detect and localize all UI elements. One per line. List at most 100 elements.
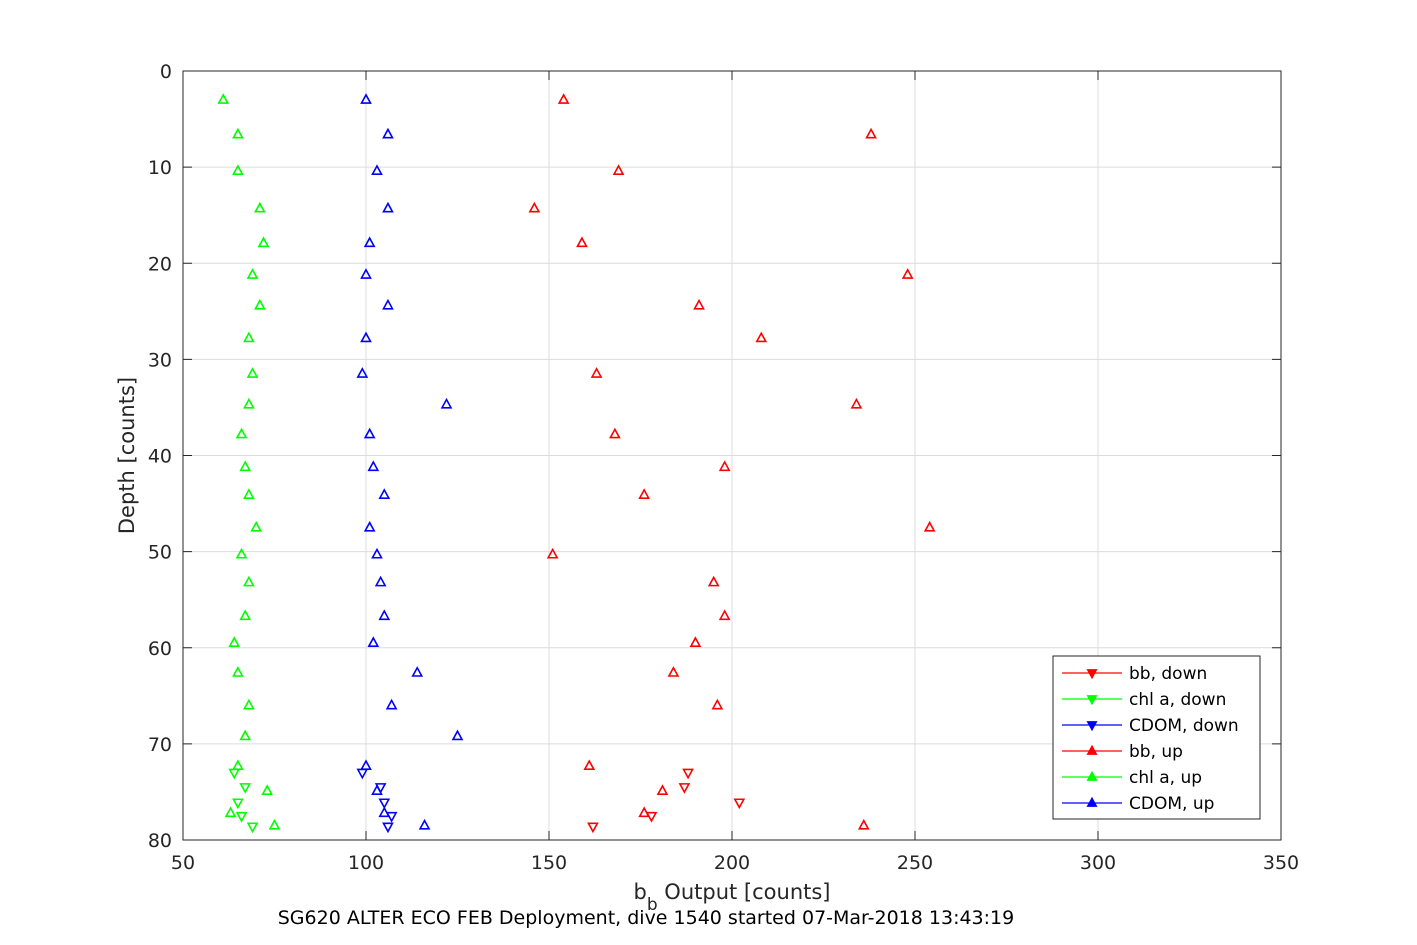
point-chl-a-up — [232, 127, 244, 139]
point-chl-a-up — [243, 397, 255, 409]
y-tick-label: 70 — [148, 734, 172, 756]
point-bb-up — [528, 201, 541, 213]
point-cdom-up — [411, 666, 424, 677]
x-tick-label: 100 — [348, 852, 384, 874]
point-chl-a-up — [239, 609, 252, 621]
point-bb-up — [857, 818, 870, 830]
x-tick-labels: 50 100 150 200 250 300 350 — [171, 852, 1299, 874]
point-chl-a-up — [243, 488, 255, 499]
point-chl-a-up — [235, 427, 248, 439]
point-cdom-up — [363, 427, 376, 439]
x-axis-label-main: b — [633, 880, 646, 904]
y-tick-labels: 0 10 20 30 40 50 60 70 80 — [148, 61, 172, 852]
point-bb-up — [656, 784, 669, 796]
legend-swatch-marker — [1086, 770, 1098, 781]
point-chl-a-up — [261, 784, 274, 796]
x-axis-label-subscript: b — [647, 895, 658, 915]
data-markers — [217, 93, 936, 834]
point-bb-up — [609, 427, 621, 439]
point-bb-up — [693, 298, 705, 310]
point-chl-a-up — [243, 575, 255, 587]
x-axis-label-rest: Output [counts] — [658, 880, 831, 904]
point-cdom-up — [374, 575, 387, 587]
point-bb-up — [865, 127, 877, 139]
point-cdom-up — [367, 636, 380, 647]
point-cdom-up — [360, 331, 372, 343]
point-bb-up — [667, 666, 680, 677]
point-bb-up — [638, 806, 651, 818]
y-tick-label: 20 — [148, 253, 172, 275]
y-axis-label: Depth [counts] — [115, 377, 139, 534]
point-cdom-up — [363, 520, 376, 532]
x-tick-label: 150 — [531, 852, 567, 874]
point-cdom-up — [451, 729, 464, 741]
legend-swatch-marker — [1086, 796, 1098, 807]
point-chl-a-up — [232, 164, 244, 176]
point-chl-a-up — [228, 636, 241, 647]
x-axis-label: bb Output [counts] — [633, 880, 830, 915]
legend-item: CDOM, up — [1062, 794, 1214, 814]
point-chl-a-down — [235, 811, 248, 823]
legend-item: CDOM, down — [1062, 716, 1239, 736]
point-chl-a-down — [246, 822, 259, 834]
point-chl-a-up — [254, 298, 266, 310]
point-cdom-down — [382, 822, 394, 834]
point-chl-a-up — [243, 331, 255, 343]
point-cdom-up — [378, 806, 391, 818]
y-tick-label: 80 — [148, 830, 172, 852]
point-cdom-up — [440, 397, 453, 409]
figure-caption: SG620 ALTER ECO FEB Deployment, dive 154… — [278, 907, 1014, 929]
point-bb-up — [718, 460, 731, 472]
y-tick-label: 60 — [148, 638, 172, 660]
point-chl-a-up — [232, 759, 244, 771]
point-bb-up — [557, 93, 570, 104]
point-chl-a-up — [250, 520, 263, 532]
point-bb-up — [583, 759, 596, 771]
point-chl-a-up — [232, 666, 244, 677]
legend-label: chl a, down — [1129, 690, 1226, 710]
point-bb-up — [718, 609, 731, 621]
legend-label: CDOM, up — [1129, 794, 1214, 814]
point-bb-up — [711, 698, 724, 710]
point-cdom-up — [371, 784, 383, 796]
axes-box — [182, 70, 1282, 841]
x-tick-label: 350 — [1263, 852, 1299, 874]
point-cdom-up — [356, 367, 369, 378]
point-bb-up — [689, 636, 702, 647]
legend-swatch-marker — [1086, 695, 1098, 706]
y-tick-label: 10 — [148, 157, 172, 179]
point-cdom-up — [360, 93, 372, 104]
point-bb-down — [733, 798, 746, 810]
point-cdom-up — [371, 164, 383, 176]
point-bb-down — [682, 768, 694, 780]
point-bb-up — [755, 331, 768, 343]
point-chl-a-up — [239, 460, 252, 472]
legend-label: bb, down — [1129, 664, 1207, 684]
y-tick-label: 0 — [160, 61, 172, 83]
x-tick-label: 50 — [171, 852, 195, 874]
legend-label: chl a, up — [1129, 768, 1202, 788]
point-chl-a-up — [224, 806, 237, 818]
point-chl-a-up — [254, 201, 266, 213]
point-bb-up — [850, 397, 863, 409]
point-bb-up — [638, 488, 651, 499]
point-cdom-up — [382, 201, 394, 213]
point-chl-a-up — [268, 818, 281, 830]
legend-item: chl a, down — [1062, 690, 1226, 710]
legend-swatch-marker — [1086, 744, 1098, 755]
point-chl-a-down — [232, 798, 244, 810]
legend-swatch-marker — [1086, 669, 1098, 680]
point-cdom-up — [378, 609, 391, 621]
legend: bb, down chl a, down CDOM, down bb, up chl a… — [1052, 655, 1261, 820]
point-cdom-up — [371, 547, 383, 559]
point-bb-up — [923, 520, 936, 532]
legend-swatch-marker — [1086, 721, 1098, 732]
point-cdom-up — [382, 127, 394, 139]
point-bb-down — [678, 783, 691, 794]
point-bb-down — [587, 822, 599, 834]
point-bb-up — [590, 367, 603, 378]
point-bb-up — [707, 575, 720, 587]
point-bb-up — [546, 547, 559, 559]
point-chl-a-up — [243, 698, 255, 710]
